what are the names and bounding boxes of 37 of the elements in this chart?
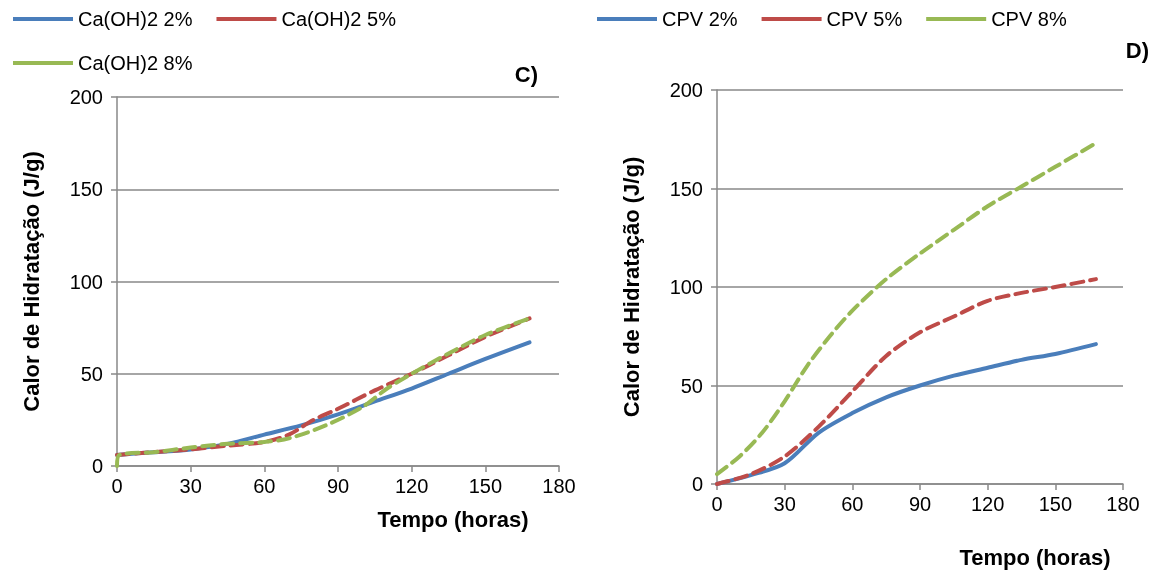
x-tick-label: 0 <box>111 475 123 497</box>
x-tick-label: 120 <box>394 475 429 497</box>
x-axis-title: Tempo (horas) <box>959 544 1111 570</box>
x-tick-label: 150 <box>1038 493 1073 515</box>
legend-label: Ca(OH)2 8% <box>78 52 193 74</box>
legend-label: Ca(OH)2 5% <box>281 8 397 30</box>
y-tick-label: 150 <box>69 178 103 201</box>
y-axis-title: Calor de Hidratação (J/g) <box>618 156 644 418</box>
x-tick-label: 120 <box>970 493 1005 515</box>
line-series <box>715 141 1098 477</box>
x-tick-label: 150 <box>468 475 503 497</box>
x-tick-label: 60 <box>841 493 864 515</box>
y-tick-label: 150 <box>669 177 703 200</box>
x-tick-label: 0 <box>711 493 723 515</box>
y-tick-label: 100 <box>669 276 703 298</box>
y-tick-label: 0 <box>91 455 103 477</box>
y-axis-title: Calor de Hidratação (J/g) <box>18 151 44 412</box>
x-tick-label: 180 <box>1106 493 1140 515</box>
legend-label: CPV 2% <box>662 8 738 30</box>
x-tick-label: 180 <box>542 475 576 497</box>
chart-title: C) <box>514 61 538 87</box>
x-axis-title: Tempo (horas) <box>377 506 529 532</box>
x-tick-label: 60 <box>253 475 276 497</box>
y-tick-label: 200 <box>669 79 703 101</box>
y-tick-label: 50 <box>680 374 703 397</box>
legend-label: Ca(OH)2 2% <box>78 8 193 30</box>
x-tick-label: 90 <box>326 475 350 497</box>
legend-label: CPV 8% <box>991 8 1067 30</box>
y-tick-label: 100 <box>69 270 103 293</box>
y-tick-label: 50 <box>80 362 103 385</box>
legend-label: CPV 5% <box>826 8 903 30</box>
x-tick-label: 30 <box>773 493 796 515</box>
chart-title: D) <box>1125 37 1149 63</box>
y-tick-label: 200 <box>69 86 103 108</box>
line-series <box>715 277 1098 486</box>
x-tick-label: 90 <box>908 493 932 515</box>
x-tick-label: 30 <box>179 475 202 497</box>
